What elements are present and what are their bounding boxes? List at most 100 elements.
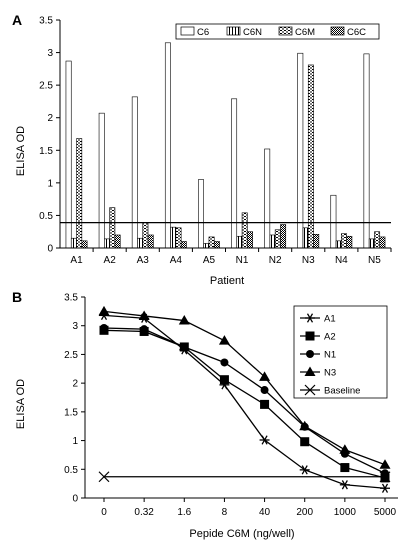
panel-a-legend: C6 C6N C6M C6C	[175, 23, 380, 40]
legend-label-c6: C6	[197, 27, 209, 38]
x-tick-label: 0.32	[134, 507, 154, 518]
series-n3	[98, 305, 391, 469]
point-a1	[259, 435, 270, 445]
y-tick-label: 0.5	[64, 465, 78, 476]
bar-c6n-a1	[70, 237, 77, 249]
x-tick-label: A4	[170, 255, 183, 266]
legend-label-n1: N1	[324, 350, 336, 361]
bar-c6m-n1	[241, 212, 248, 249]
y-tick-label: 3.5	[39, 16, 53, 27]
y-tick-label: 3	[72, 321, 78, 332]
point-n3	[259, 371, 271, 381]
bar-c6n-n5	[368, 238, 375, 249]
point-n1	[180, 342, 189, 351]
bar-c6c-n2	[280, 224, 287, 249]
bar-c6c-a3	[147, 234, 154, 249]
x-tick-label: 8	[222, 507, 228, 518]
y-tick-label: 1.5	[64, 407, 78, 418]
y-tick-label: 0	[47, 244, 53, 255]
legend-swatch-c6	[180, 26, 195, 36]
point-baseline	[98, 471, 110, 483]
panel-b-legend: A1 A2 N1 N3 Baseline	[293, 305, 388, 399]
legend-label-a2: A2	[324, 332, 336, 343]
legend-label-baseline: Baseline	[324, 386, 360, 397]
bar-c6m-a3	[142, 222, 149, 249]
panel-b-x-axis-label: Pepide C6M (ng/well)	[189, 528, 294, 540]
y-tick-label: 2	[47, 113, 53, 124]
bar-c6-n2	[264, 148, 271, 249]
bar-c6-n3	[297, 52, 304, 249]
legend-marker-a2	[305, 331, 315, 341]
bar-c6m-a5	[208, 236, 215, 249]
point-a2	[300, 437, 310, 447]
bar-c6m-a2	[109, 207, 116, 249]
x-tick-label: 0	[101, 507, 107, 518]
bar-c6-a3	[131, 96, 138, 249]
bar-c6n-a3	[137, 237, 144, 249]
bar-c6c-a1	[81, 240, 88, 249]
bar-c6n-a5	[203, 243, 210, 249]
point-n1	[220, 358, 229, 367]
bar-c6c-n1	[247, 231, 253, 249]
panel-a-bars	[65, 42, 386, 249]
point-n3	[218, 335, 230, 345]
bar-c6c-a2	[114, 234, 121, 249]
panel-a-bar-chart: A ELISA OD Patient 0 0.5 1 1.5 2 2.5 3 3.5 A1 A2…	[12, 12, 392, 287]
x-tick-label: A1	[70, 255, 83, 266]
bar-c6c-a5	[213, 241, 220, 249]
panel-b-y-axis-label: ELISA OD	[15, 379, 27, 429]
series-n1	[100, 324, 389, 478]
x-tick-label: 200	[296, 507, 313, 518]
bar-c6m-a1	[76, 138, 83, 249]
bar-c6-a4	[164, 42, 171, 249]
bar-c6c-n3	[313, 234, 320, 249]
point-n3	[138, 310, 150, 320]
line-a1	[103, 314, 386, 489]
legend-marker-n1	[306, 350, 314, 358]
legend-label-c6m: C6M	[295, 27, 315, 38]
bar-c6-a2	[98, 112, 105, 249]
y-tick-label: 1	[72, 436, 78, 447]
point-baseline	[379, 471, 391, 483]
x-tick-label: A5	[203, 255, 216, 266]
y-tick-label: 0	[72, 494, 78, 505]
x-tick-label: N1	[236, 255, 249, 266]
x-tick-label: N5	[368, 255, 381, 266]
panel-b-series	[98, 305, 391, 493]
point-a2	[340, 463, 350, 473]
point-n3	[178, 315, 190, 325]
x-tick-label: N3	[302, 255, 315, 266]
bar-c6n-n1	[236, 235, 243, 249]
bar-c6c-n5	[379, 236, 386, 249]
legend-marker-baseline	[304, 384, 316, 396]
point-n3	[299, 420, 311, 431]
point-a2	[219, 375, 229, 385]
panel-a-y-axis-label: ELISA OD	[15, 126, 27, 176]
point-a1	[380, 483, 390, 493]
legend-label-c6n: C6N	[243, 27, 262, 38]
panel-a-label: A	[12, 12, 22, 28]
bar-c6c-n4	[346, 235, 353, 249]
bar-c6-n5	[363, 53, 370, 249]
bar-c6-n4	[330, 194, 337, 249]
point-n1	[100, 324, 108, 333]
y-tick-label: 2	[72, 379, 78, 390]
y-tick-label: 3.5	[64, 293, 78, 304]
x-tick-label: 5000	[374, 507, 397, 518]
bar-c6n-n2	[269, 234, 276, 249]
y-tick-label: 1.5	[39, 146, 53, 157]
bar-c6n-n4	[335, 240, 342, 249]
bar-c6m-n4	[341, 233, 347, 249]
bar-c6n-a4	[170, 226, 177, 249]
x-tick-label: A3	[137, 255, 150, 266]
legend-label-n3: N3	[324, 368, 336, 379]
legend-marker-a1	[305, 313, 315, 323]
panel-b-y-ticks: 0 0.5 1 1.5 2 2.5 3 3.5	[64, 293, 85, 505]
y-tick-label: 2.5	[64, 350, 78, 361]
series-baseline	[98, 471, 391, 483]
point-a1	[299, 465, 310, 475]
y-tick-label: 2.5	[39, 81, 53, 92]
panel-a-x-ticks: A1 A2 A3 A4 A5 N1 N2 N3 N4 N5	[70, 248, 392, 266]
point-n1	[260, 386, 269, 395]
point-a2	[260, 399, 270, 409]
